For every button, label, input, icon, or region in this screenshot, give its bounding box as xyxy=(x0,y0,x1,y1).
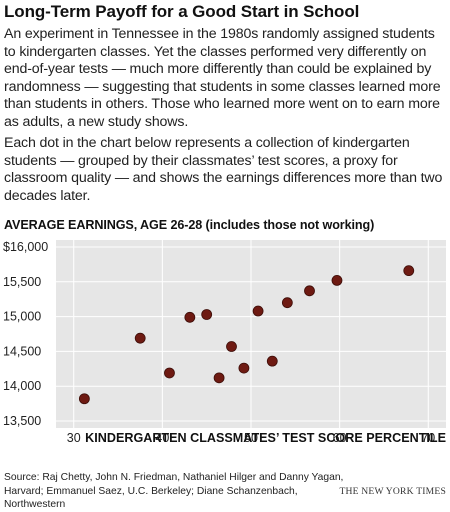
data-point xyxy=(78,393,90,405)
y-gridlines xyxy=(56,246,446,422)
data-point xyxy=(238,362,250,374)
x-tick-label: 30 xyxy=(67,431,81,445)
data-points xyxy=(78,265,415,405)
page-title: Long-Term Payoff for a Good Start in Sch… xyxy=(4,2,360,21)
data-point xyxy=(134,332,146,344)
x-tick-label: 70 xyxy=(421,431,435,445)
explainer-paragraph: Each dot in the chart below represents a… xyxy=(4,135,443,204)
chart-title: AVERAGE EARNINGS, AGE 26-28 (includes th… xyxy=(4,218,375,232)
y-tick-label: 14,500 xyxy=(3,344,41,358)
data-point xyxy=(226,341,237,352)
y-tick-labels: 13,500 14,000 14,500 15,000 15,500 $16,000 xyxy=(3,240,48,428)
x-tick-label: 40 xyxy=(155,431,169,445)
data-point xyxy=(266,355,278,367)
intro-paragraph: An experiment in Tennessee in the 1980s … xyxy=(4,26,441,130)
data-point xyxy=(331,274,343,286)
source-note: Source: Raj Chetty, John N. Friedman, Na… xyxy=(4,472,344,511)
y-tick-label: 15,500 xyxy=(3,275,41,289)
data-point xyxy=(184,311,196,323)
data-point xyxy=(201,309,213,320)
data-point xyxy=(403,265,415,277)
data-point xyxy=(164,367,175,379)
y-tick-label: 14,000 xyxy=(3,379,41,393)
data-point xyxy=(213,372,225,384)
x-tick-label: 50 xyxy=(244,431,258,445)
x-tick-labels: 30 40 50 60 70 xyxy=(67,431,435,445)
scatter-chart: 13,500 14,000 14,500 15,000 15,500 $16,000 30… xyxy=(3,240,446,445)
y-tick-label: 15,000 xyxy=(3,310,41,324)
credit-logo: THE NEW YORK TIMES xyxy=(339,486,446,497)
y-tick-label: $16,000 xyxy=(3,240,48,254)
data-point xyxy=(304,285,315,297)
data-point xyxy=(281,297,293,309)
data-point xyxy=(252,305,264,317)
x-axis-label: KINDERGARTEN CLASSMATES’ TEST SCORE PERC… xyxy=(85,431,446,445)
x-tick-label: 60 xyxy=(333,431,347,445)
y-tick-label: 13,500 xyxy=(3,414,41,428)
x-gridlines xyxy=(73,240,429,428)
